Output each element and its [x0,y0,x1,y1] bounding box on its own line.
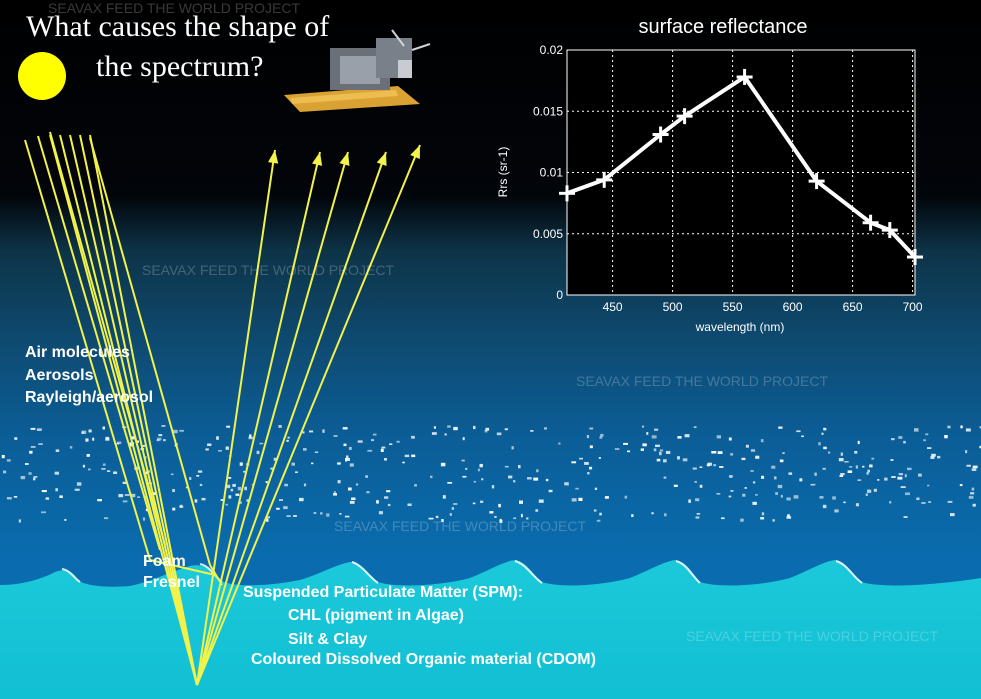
incident-ray [79,134,198,686]
chart-grid [567,50,915,295]
sun [18,52,66,100]
watermark-top: SEAVAX FEED THE WORLD PROJECT [48,0,301,16]
watermark-lower: SEAVAX FEED THE WORLD PROJECT [334,518,587,534]
chart-x-axis-label: wavelength (nm) [695,320,785,334]
chart-x-tick-label: 700 [903,300,923,314]
label-spm: Suspended Particulate Matter (SPM): [243,584,524,601]
foam-ray [209,564,223,586]
chart-data-point [907,249,923,266]
incident-ray [59,134,198,686]
incident-ray [49,134,198,686]
reflected-ray [196,144,421,686]
chart-x-tick-label: 450 [603,300,623,314]
label-foam: Foam [143,553,186,570]
arrowhead-icon [410,145,420,159]
chart-data-point [676,108,693,125]
arrowhead-icon [376,152,387,166]
sun-icon [18,52,66,100]
watermark-middle-left: SEAVAX FEED THE WORLD PROJECT [142,262,395,278]
sea-surface [0,560,981,699]
light-rays [24,131,421,686]
chart-series-markers [559,68,923,266]
reflected-ray [196,149,276,686]
chart-y-tick-label: 0.015 [533,104,563,118]
chart-y-tick-label: 0.005 [533,227,563,241]
spray-droplets [1,425,981,523]
incident-ray [69,134,198,686]
label-cdom: Coloured Dissolved Organic material (CDO… [251,651,596,668]
arrowhead-icon [312,152,323,166]
reflected-ray [196,151,321,686]
incident-ray [37,135,161,551]
chart-y-axis-label: Rrs (sr-1) [496,147,510,198]
incident-ray [89,137,211,566]
chart-data-point [652,126,669,143]
label-chl: CHL (pigment in Algae) [288,607,464,624]
label-silt-clay: Silt & Clay [288,631,368,648]
chart-x-tick-label: 600 [783,300,803,314]
chart-data-point [559,185,575,202]
foam-ray [149,559,216,576]
title-line-1: What causes the shape of [26,10,330,43]
chart-data-point [862,214,879,231]
satellite-icon [284,29,431,112]
chart-data-point [881,222,898,239]
label-aerosols: Aerosols [25,367,94,384]
chart-data-point [736,68,753,85]
reflected-ray [196,151,349,686]
chart-x-tick-label: 500 [663,300,683,314]
watermark-bottom: SEAVAX FEED THE WORLD PROJECT [686,628,939,644]
chart-x-ticks: 450 500 550 600 650 700 [603,300,923,314]
label-rayleigh-aerosol: Rayleigh/aerosol [25,389,154,406]
label-air-molecules: Air molecules [25,344,130,361]
arrowhead-icon [267,150,279,164]
incident-ray [24,139,151,561]
chart-data-point [808,173,825,190]
chart-data-point [596,171,613,188]
arrowhead-icon [339,152,350,166]
wave-crest-highlights [61,560,863,584]
reflected-ray [196,151,387,686]
reflectance-chart: 0 0.005 0.01 0.015 0.02 450 500 550 600 650 700 s… [496,16,923,334]
chart-y-tick-label: 0 [556,288,563,302]
chart-title: surface reflectance [639,16,808,38]
title-line-2: the spectrum? [96,50,264,83]
chart-y-ticks: 0 0.005 0.01 0.015 0.02 [533,43,563,302]
chart-y-tick-label: 0.01 [540,166,564,180]
watermark-middle-right: SEAVAX FEED THE WORLD PROJECT [576,373,829,389]
incident-ray [89,134,198,686]
chart-x-tick-label: 650 [843,300,863,314]
chart-y-tick-label: 0.02 [540,43,564,57]
chart-x-tick-label: 550 [723,300,743,314]
label-fresnel: Fresnel [143,574,200,591]
